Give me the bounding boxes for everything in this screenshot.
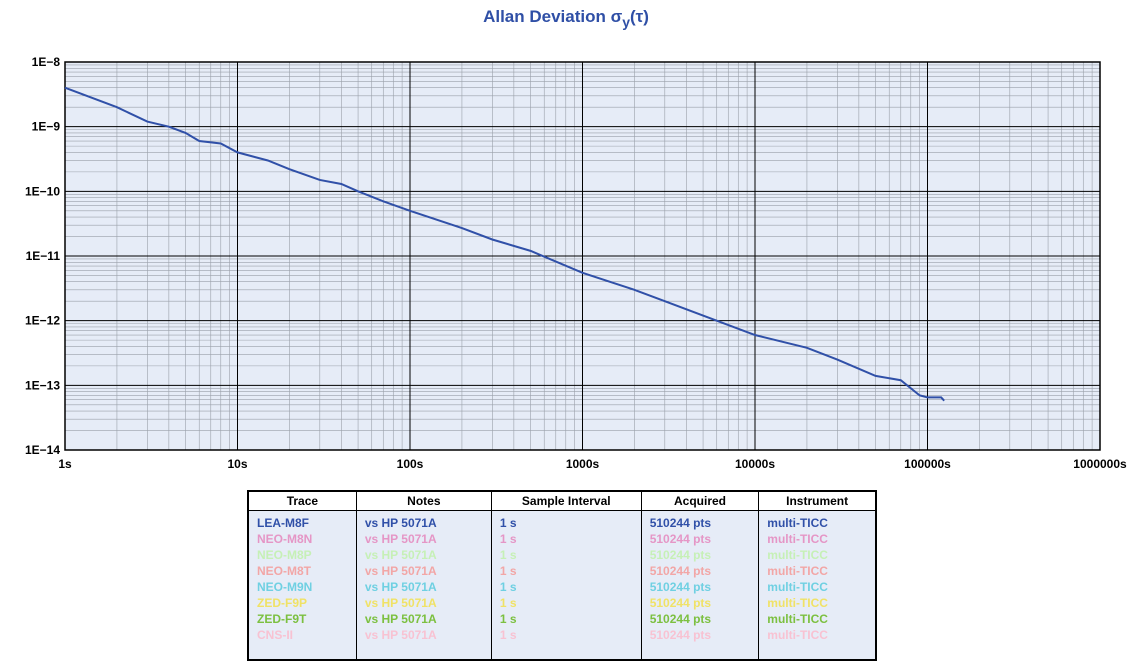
table-cell: vs HP 5071A (355, 579, 492, 595)
y-tick-label: 1E−13 (25, 378, 60, 392)
x-tick-label: 10000s (735, 457, 775, 471)
table-row: CNS-II vs HP 5071A 1 s 510244 pts multi-TICC (247, 627, 877, 643)
table-cell (490, 643, 642, 660)
table-row: NEO-M8P vs HP 5071A 1 s 510244 pts multi-TIC… (247, 547, 877, 563)
y-tick-label: 1E−9 (32, 120, 61, 134)
table-cell (640, 643, 760, 660)
plot-frame (64, 61, 1101, 451)
table-cell: NEO-M9N (247, 579, 357, 595)
table-row: ZED-F9P vs HP 5071A 1 s 510244 pts multi-TIC… (247, 595, 877, 611)
table-cell: 510244 pts (640, 611, 760, 627)
table-cell: multi-TICC (758, 627, 877, 643)
table-cell: 510244 pts (640, 531, 760, 547)
y-tick-label: 1E−12 (25, 314, 60, 328)
table-cell: 510244 pts (640, 595, 760, 611)
table-cell: 510244 pts (640, 510, 760, 531)
table-cell: multi-TICC (758, 510, 877, 531)
table-row: ZED-F9T vs HP 5071A 1 s 510244 pts multi-TIC… (247, 611, 877, 627)
table-cell (247, 643, 357, 660)
table-cell: vs HP 5071A (355, 563, 492, 579)
chart-title: Allan Deviation σy(τ) (483, 7, 649, 30)
table-cell: 510244 pts (640, 547, 760, 563)
table-cell: LEA-M8F (247, 510, 357, 531)
y-tick-label: 1E−8 (32, 55, 61, 69)
table-cell: 1 s (490, 611, 642, 627)
table-cell: vs HP 5071A (355, 611, 492, 627)
table-cell: NEO-M8T (247, 563, 357, 579)
title-subscript: y (622, 14, 630, 30)
column-header: Notes (355, 490, 492, 511)
chart: Allan Deviation σy(τ) 1s 10s 100s 1000s 1000… (25, 7, 1127, 471)
table-cell: NEO-M8P (247, 547, 357, 563)
column-header: Sample Interval (490, 490, 642, 511)
table-cell (355, 643, 492, 660)
x-tick-label: 10s (227, 457, 247, 471)
y-tick-label: 1E−10 (25, 184, 60, 198)
table-row: NEO-M8N vs HP 5071A 1 s 510244 pts multi-TIC… (247, 531, 877, 547)
x-tick-label: 1000s (566, 457, 600, 471)
table-cell: multi-TICC (758, 611, 877, 627)
table-cell: multi-TICC (758, 563, 877, 579)
column-header: Acquired (640, 490, 760, 511)
y-tick-label: 1E−11 (26, 249, 61, 263)
table-cell: vs HP 5071A (355, 627, 492, 643)
table-cell: 1 s (490, 579, 642, 595)
table-cell: vs HP 5071A (355, 595, 492, 611)
table-row: NEO-M8T vs HP 5071A 1 s 510244 pts multi-TIC… (247, 563, 877, 579)
legend-table: Trace Notes Sample Interval Acquired Instrum… (247, 490, 877, 661)
table-cell: multi-TICC (758, 595, 877, 611)
table-cell: CNS-II (247, 627, 357, 643)
title-suffix: (τ) (630, 7, 649, 26)
x-tick-label: 100000s (904, 457, 951, 471)
column-header: Trace (247, 490, 357, 511)
title-main: Allan Deviation σ (483, 7, 623, 26)
table-cell: vs HP 5071A (355, 510, 492, 531)
x-tick-label: 1s (58, 457, 72, 471)
table-cell: NEO-M8N (247, 531, 357, 547)
table-cell: 510244 pts (640, 579, 760, 595)
table-cell: 1 s (490, 595, 642, 611)
table-filler (247, 643, 877, 660)
data-line (64, 86, 945, 402)
table-cell: multi-TICC (758, 579, 877, 595)
table-row: NEO-M9N vs HP 5071A 1 s 510244 pts multi-TIC… (247, 579, 877, 595)
table-cell: vs HP 5071A (355, 531, 492, 547)
table-cell: ZED-F9P (247, 595, 357, 611)
column-header: Instrument (758, 490, 877, 511)
table-cell (758, 643, 877, 660)
table-cell: multi-TICC (758, 547, 877, 563)
table-cell: 510244 pts (640, 563, 760, 579)
table-cell: 1 s (490, 547, 642, 563)
table-cell: vs HP 5071A (355, 547, 492, 563)
table-cell: 1 s (490, 510, 642, 531)
table-cell: 1 s (490, 627, 642, 643)
y-tick-label: 1E−14 (25, 443, 60, 457)
table-cell: 1 s (490, 531, 642, 547)
table-row: LEA-M8F vs HP 5071A 1 s 510244 pts multi-TIC… (247, 510, 877, 531)
x-tick-label: 100s (397, 457, 424, 471)
table-cell: 1 s (490, 563, 642, 579)
x-tick-label: 1000000s (1073, 457, 1127, 471)
table-cell: multi-TICC (758, 531, 877, 547)
table-cell: ZED-F9T (247, 611, 357, 627)
table-cell: 510244 pts (640, 627, 760, 643)
